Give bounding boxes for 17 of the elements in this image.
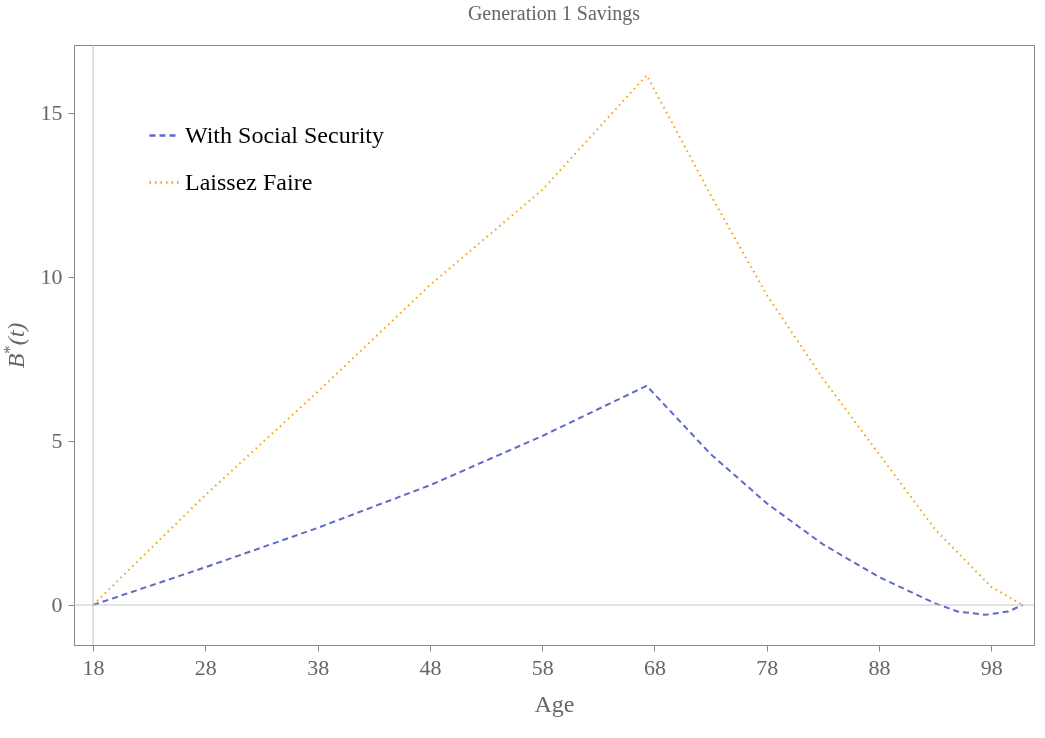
y-tick-label: 15: [40, 100, 63, 126]
x-tick-label: 58: [531, 654, 554, 680]
x-tick-label: 98: [980, 654, 1003, 680]
legend-label: With Social Security: [185, 121, 384, 148]
x-tick-label: 28: [194, 654, 217, 680]
chart-title: Generation 1 Savings: [467, 2, 641, 26]
x-tick-label: 88: [868, 654, 891, 680]
x-tick-label: 68: [643, 654, 666, 680]
x-tick-label: 18: [82, 654, 105, 680]
x-tick-label: 48: [419, 654, 442, 680]
x-tick-label: 78: [756, 654, 779, 680]
x-tick-label: 38: [307, 654, 330, 680]
legend-label: Laissez Faire: [185, 168, 313, 195]
x-axis-title: Age: [534, 690, 575, 717]
y-tick-label: 10: [40, 264, 63, 290]
y-tick-label: 0: [51, 592, 63, 618]
y-tick-label: 5: [51, 428, 63, 454]
